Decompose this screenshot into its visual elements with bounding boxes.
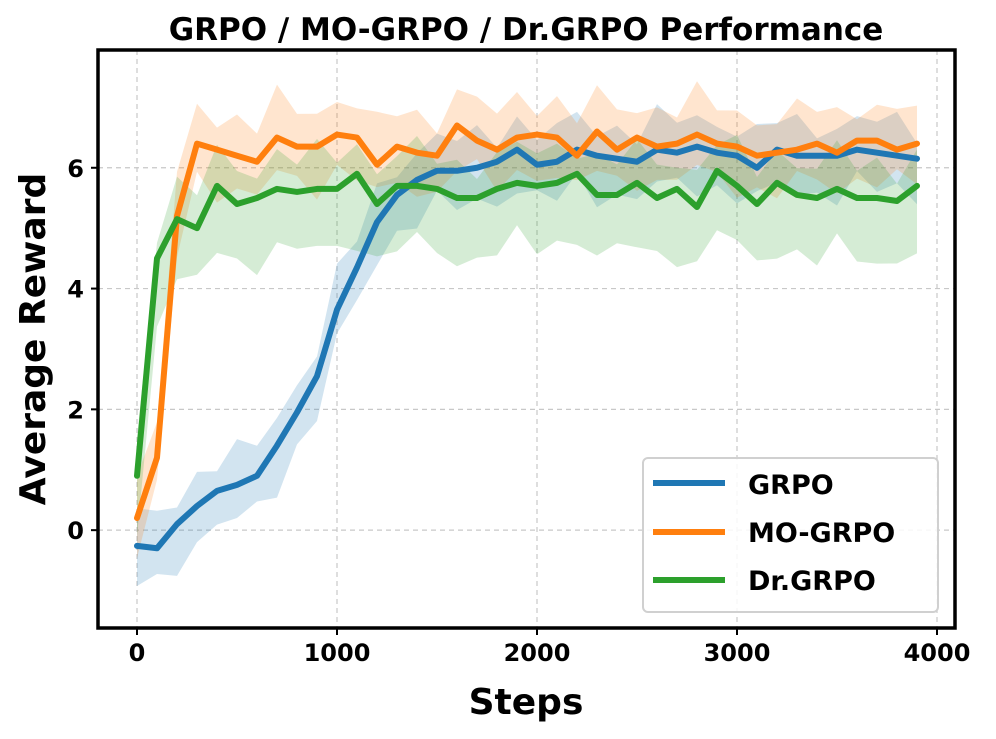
legend-label-mo-grpo: MO-GRPO (748, 518, 895, 549)
y-axis-label: Average Reward (13, 173, 54, 505)
y-tick-label: 0 (67, 517, 84, 545)
chart-title: GRPO / MO-GRPO / Dr.GRPO Performance (169, 12, 884, 48)
x-tick-label: 0 (129, 639, 146, 667)
x-axis-label: Steps (469, 682, 584, 723)
x-tick-label: 3000 (704, 639, 771, 667)
x-tick-label: 2000 (504, 639, 571, 667)
legend-label-grpo: GRPO (748, 470, 834, 501)
y-tick-label: 2 (67, 396, 84, 424)
y-tick-label: 6 (67, 155, 84, 183)
legend-label-dr-grpo: Dr.GRPO (748, 566, 876, 597)
y-tick-label: 4 (67, 276, 84, 304)
x-tick-label: 4000 (904, 639, 971, 667)
x-tick-label: 1000 (304, 639, 371, 667)
legend: GRPO MO-GRPO Dr.GRPO (643, 458, 938, 612)
